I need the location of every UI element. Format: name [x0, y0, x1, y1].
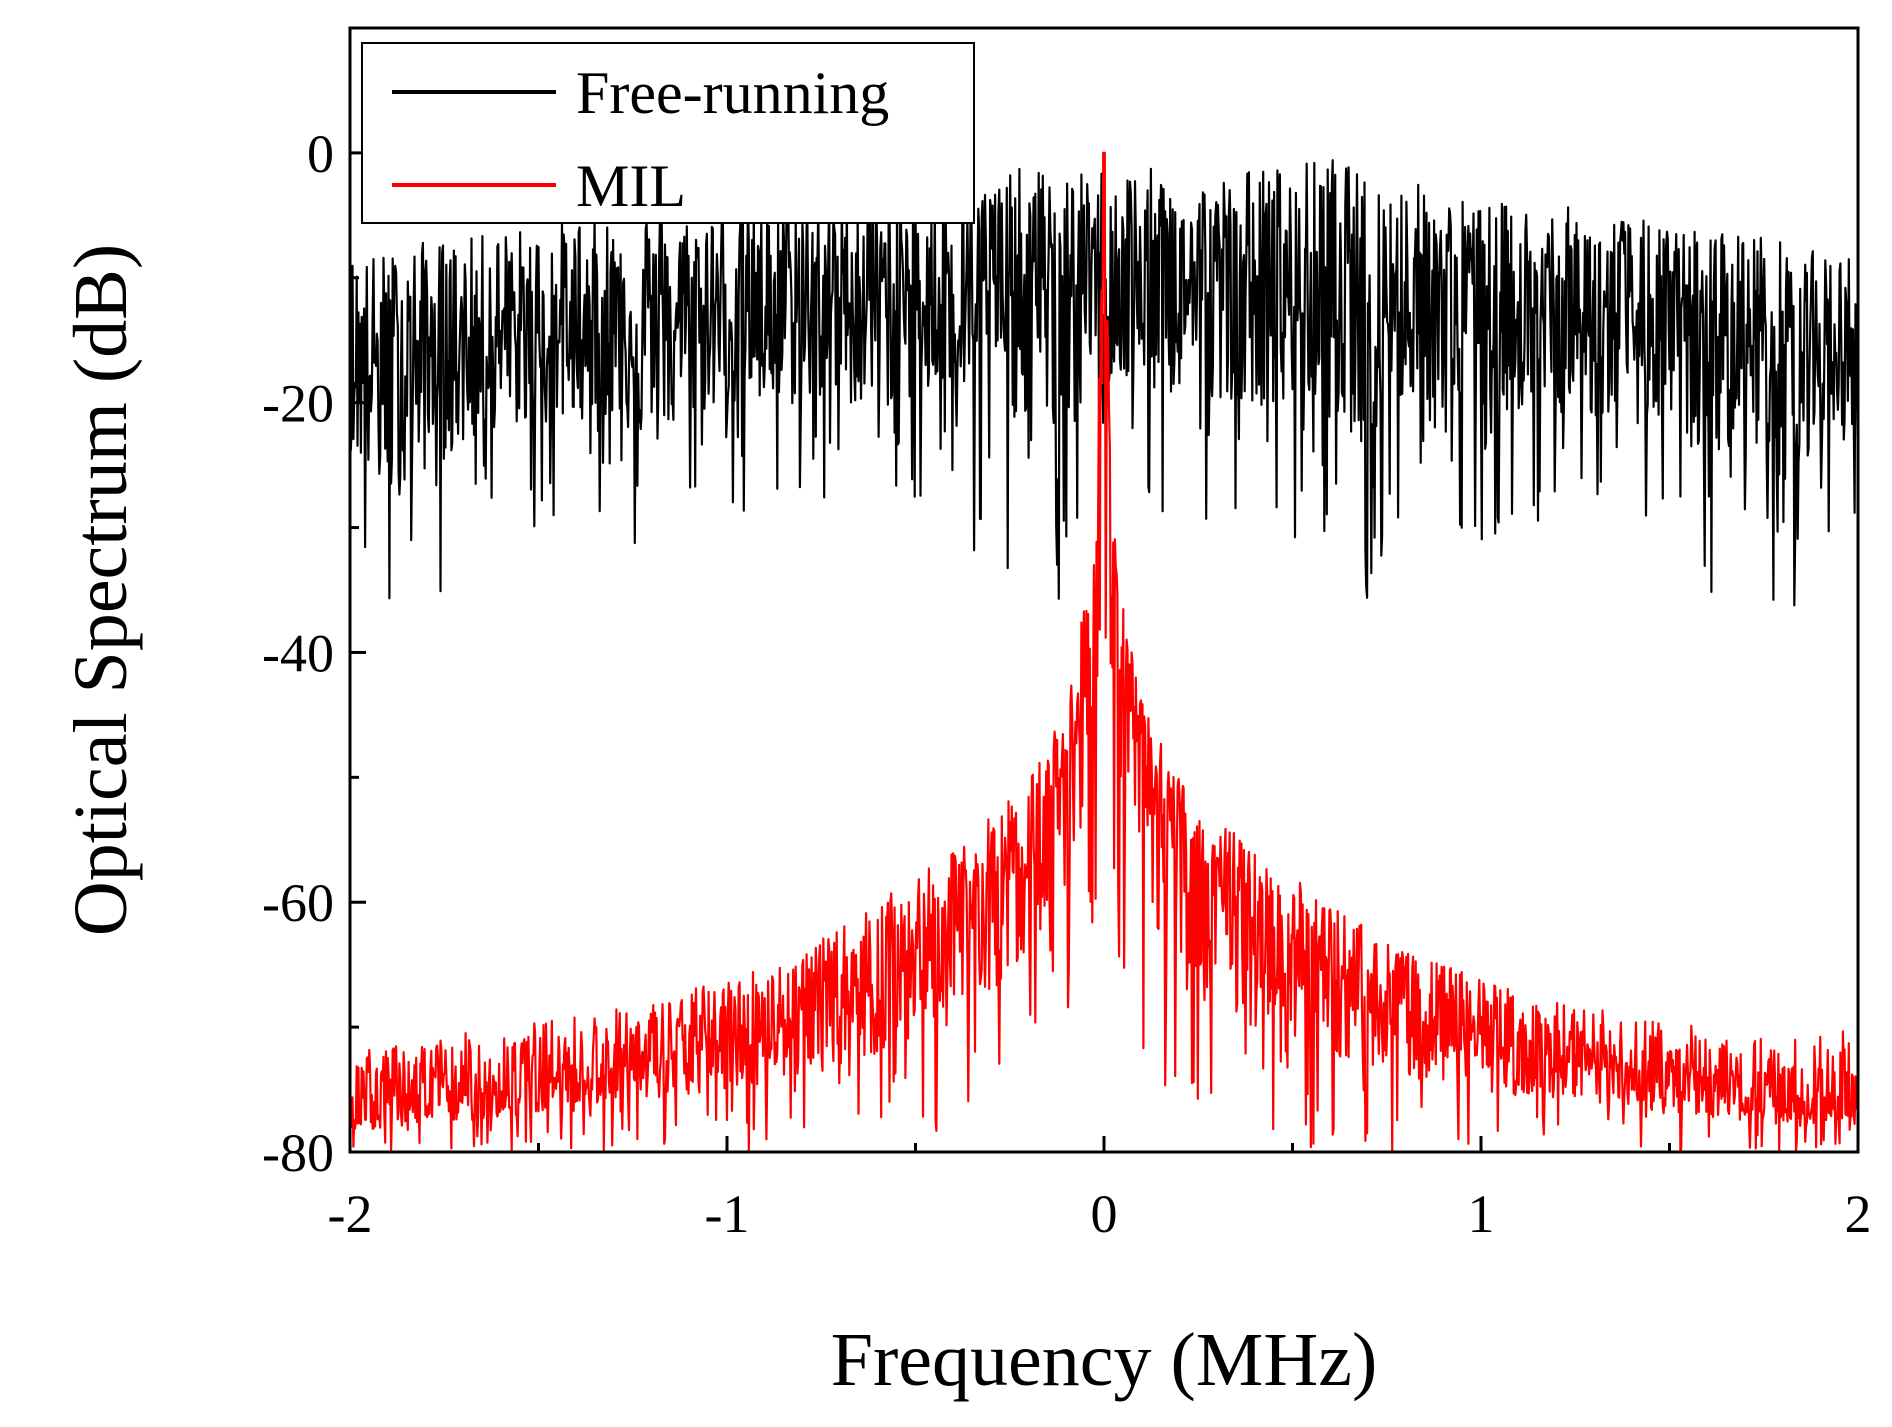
y-tick-label: -20 [262, 374, 334, 434]
x-tick-label: -2 [328, 1184, 373, 1244]
ticks-layer: -2 -1 0 1 2 -80 -60 -40 -20 0 [262, 26, 1872, 1244]
legend: Free-running MIL [361, 42, 975, 224]
x-tick-label: 0 [1091, 1184, 1118, 1244]
y-tick-label: -80 [262, 1123, 334, 1183]
y-tick-label: 0 [307, 124, 334, 184]
series-line-free-running [348, 159, 1860, 607]
y-tick-label: -40 [262, 623, 334, 683]
y-tick-label: -60 [262, 873, 334, 933]
x-tick-label: 1 [1468, 1184, 1495, 1244]
series-line-mil [348, 151, 1860, 1153]
x-axis-title: Frequency (MHz) [831, 1318, 1378, 1402]
legend-label-free-running: Free-running [576, 60, 889, 126]
x-tick-label: -1 [705, 1184, 750, 1244]
series-layer [348, 151, 1860, 1153]
x-tick-label: 2 [1845, 1184, 1872, 1244]
y-axis-title: Optical Spectrum (dB) [59, 244, 143, 936]
legend-box [361, 42, 975, 224]
legend-label-mil: MIL [576, 153, 686, 219]
